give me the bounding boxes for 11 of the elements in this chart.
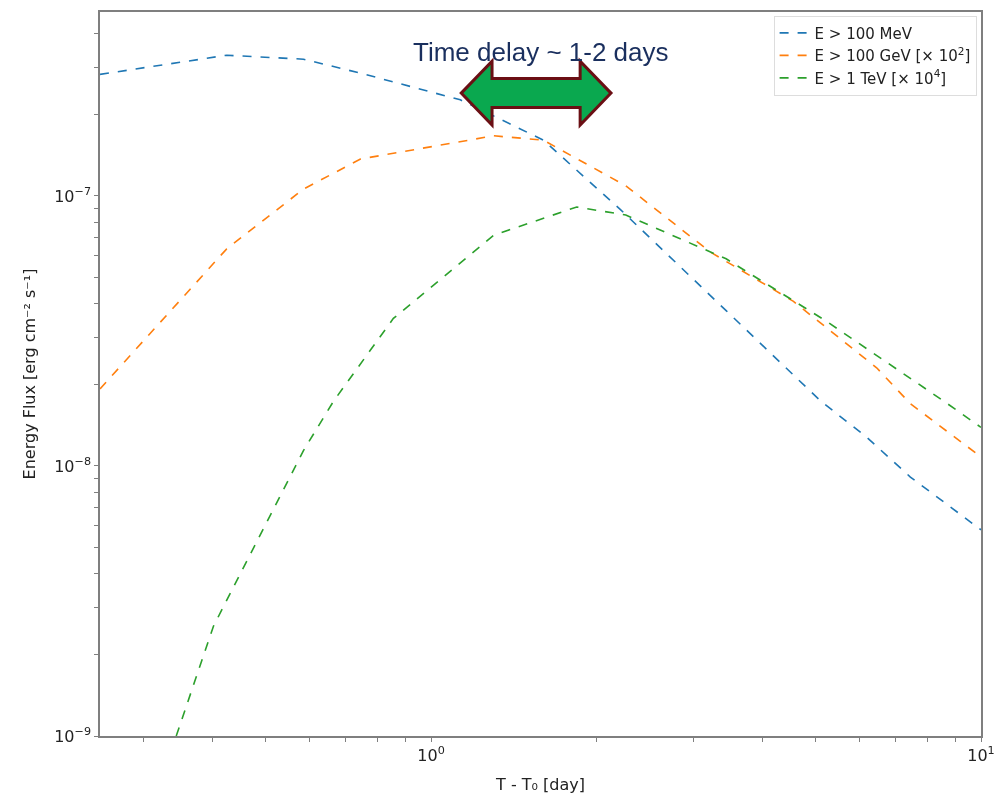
y-tick-label: 10$^{−7}$ xyxy=(54,184,92,206)
y-tick-label: 10$^{−9}$ xyxy=(54,724,92,746)
y-tick-label: 10$^{−8}$ xyxy=(54,454,92,476)
x-axis-title: T - T₀ [day] xyxy=(495,775,585,795)
x-tick-label: 10$^{0}$ xyxy=(417,744,445,765)
legend-label: E > 100 MeV xyxy=(814,24,913,43)
annotation: Time delay ~ 1-2 days xyxy=(413,37,669,67)
legend-label: E > 100 GeV [× 10$^{2}$] xyxy=(814,44,971,66)
x-tick-label: 10$^{1}$ xyxy=(967,744,995,765)
legend-label: E > 1 TeV [× 10$^{4}$] xyxy=(814,67,947,88)
y-axis-title: Energy Flux [erg cm⁻² s⁻¹] xyxy=(19,268,39,480)
